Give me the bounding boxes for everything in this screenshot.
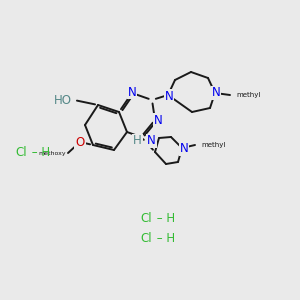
Text: N: N	[212, 86, 220, 100]
Text: N: N	[147, 134, 156, 148]
Text: methyl: methyl	[236, 92, 260, 98]
Text: HO: HO	[54, 94, 72, 106]
Text: – H: – H	[28, 146, 50, 158]
Text: N: N	[165, 89, 173, 103]
Text: Cl: Cl	[15, 146, 27, 158]
Text: methoxy: methoxy	[38, 152, 66, 157]
Text: N: N	[154, 113, 162, 127]
Text: N: N	[128, 85, 136, 98]
Text: O: O	[75, 136, 85, 148]
Text: methyl: methyl	[201, 142, 225, 148]
Text: N: N	[180, 142, 188, 155]
Text: Cl: Cl	[140, 212, 152, 224]
Text: H: H	[133, 134, 142, 148]
Text: Cl: Cl	[140, 232, 152, 244]
Text: – H: – H	[153, 212, 175, 224]
Text: – H: – H	[153, 232, 175, 244]
